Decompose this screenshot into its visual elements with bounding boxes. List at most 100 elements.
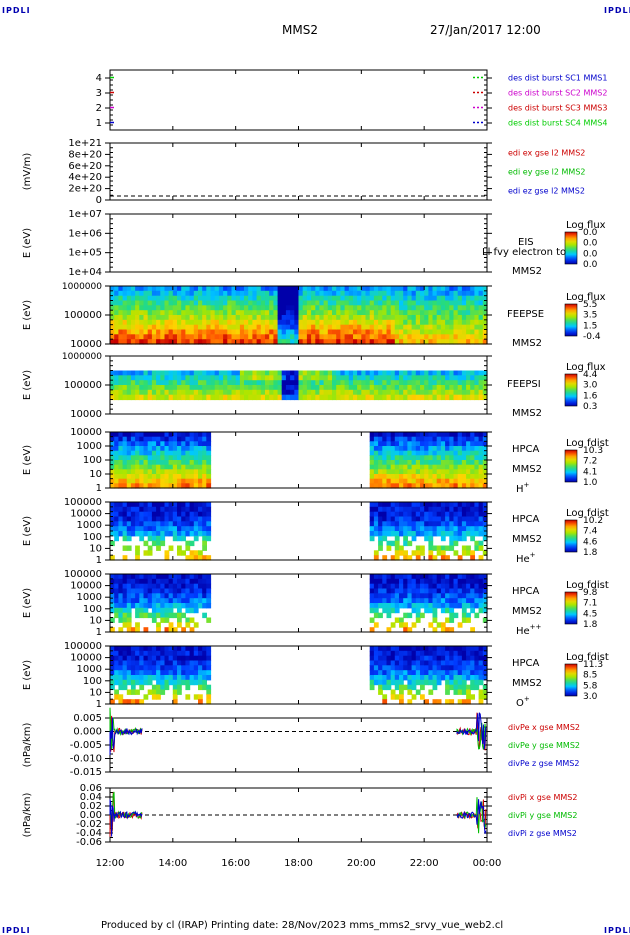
spectrogram-cell	[386, 531, 392, 537]
spectrogram-cell	[348, 319, 354, 326]
spectrogram-cell	[378, 670, 383, 676]
panel-eis	[105, 213, 578, 273]
spectrogram-cell	[202, 578, 207, 585]
spectrogram-cell	[407, 679, 413, 686]
spectrogram-cell	[369, 617, 375, 623]
y-axis-label-hpca_o: E (eV)	[22, 660, 33, 690]
spectrogram-cell	[198, 290, 203, 297]
spectrogram-cell	[428, 450, 434, 456]
spectrogram-cell	[122, 305, 128, 311]
spectrogram-cell	[478, 603, 484, 609]
spectrogram-cell	[311, 329, 316, 335]
spectrogram-cell	[135, 531, 140, 537]
spectrogram-cell	[440, 502, 446, 508]
spectrogram-cell	[281, 324, 287, 331]
spectrogram-cell	[147, 329, 153, 335]
spectrogram-cell	[440, 627, 446, 633]
spectrogram-cell	[394, 389, 400, 396]
spectrogram-cell	[411, 464, 417, 470]
colorbar-tick-hpca_he2: 4.5	[583, 609, 597, 619]
panel-feepse	[105, 285, 578, 345]
spectrogram-cell	[147, 593, 153, 599]
spectrogram-cell	[415, 394, 421, 401]
spectrogram-cell	[365, 334, 371, 340]
spectrogram-cell	[206, 699, 212, 705]
spectrogram-cell	[382, 394, 388, 401]
spectrogram-cell	[189, 670, 195, 676]
spectrogram-cell	[256, 319, 262, 326]
spectrogram-cell	[235, 310, 241, 316]
spectrogram-cell	[428, 370, 434, 376]
spectrogram-cell	[466, 474, 471, 480]
spectrogram-cell	[244, 389, 249, 396]
series-trace	[456, 712, 487, 750]
spectrogram-cell	[336, 370, 341, 376]
spectrogram-cell	[143, 334, 149, 340]
spectrogram-cell	[218, 290, 224, 297]
spectrogram-cell	[110, 506, 115, 513]
spectrogram-cell	[436, 679, 442, 686]
spectrogram-cell	[453, 526, 459, 532]
spectrogram-cell	[164, 464, 170, 470]
spectrogram-cell	[449, 295, 455, 302]
spectrogram-cell	[156, 483, 161, 489]
spectrogram-cell	[202, 535, 207, 542]
spectrogram-cell	[378, 286, 383, 292]
spectrogram-cell	[478, 583, 484, 590]
spectrogram-cell	[436, 389, 442, 396]
spectrogram-cell	[185, 385, 191, 391]
spectrogram-cell	[386, 627, 392, 633]
spectrogram-cell	[420, 603, 425, 609]
spectrogram-cell	[386, 286, 392, 292]
spectrogram-cell	[151, 689, 157, 695]
spectrogram-cell	[453, 655, 459, 662]
spectrogram-cell	[336, 295, 341, 302]
spectrogram-cell	[436, 455, 442, 461]
spectrogram-cell	[139, 436, 145, 442]
spectrogram-cell	[365, 315, 371, 321]
spectrogram-cell	[390, 555, 396, 561]
spectrogram-cell	[139, 394, 145, 401]
spectrogram-cell	[198, 464, 203, 470]
spectrogram-cell	[135, 578, 140, 585]
spectrogram-cell	[118, 464, 124, 470]
spectrogram-cell	[428, 531, 434, 537]
spectrogram-cell	[415, 455, 421, 461]
spectrogram-cell	[482, 526, 488, 532]
spectrogram-cell	[415, 385, 421, 391]
spectrogram-cell	[168, 315, 174, 321]
spectrogram-cell	[319, 286, 325, 292]
spectrogram-cell	[118, 334, 124, 340]
spectrogram-cell	[160, 455, 166, 461]
spectrogram-cell	[348, 385, 354, 391]
spectrogram-cell	[135, 545, 140, 551]
spectrogram-cell	[449, 324, 455, 331]
spectrogram-cell	[193, 319, 199, 326]
spectrogram-cell	[160, 380, 166, 386]
spectrogram-cell	[248, 324, 253, 331]
spectrogram-cell	[311, 290, 316, 297]
spectrogram-cell	[399, 380, 404, 386]
spectrogram-cell	[440, 622, 446, 628]
spectrogram-cell	[130, 593, 136, 599]
spectrogram-cell	[202, 432, 207, 438]
spectrogram-cell	[135, 593, 140, 599]
spectrogram-cell	[411, 286, 417, 292]
spectrogram-cell	[428, 455, 434, 461]
spectrogram-cell	[445, 578, 450, 585]
spectrogram-cell	[482, 315, 488, 321]
colorbar-title-feepsi: Log flux	[566, 362, 606, 373]
spectrogram-cell	[130, 478, 136, 484]
spectrogram-cell	[382, 531, 388, 537]
spectrogram-cell	[122, 646, 128, 652]
spectrogram-cell	[126, 574, 132, 580]
spectrogram-cell	[122, 526, 128, 532]
spectrogram-cell	[294, 385, 300, 391]
spectrogram-cell	[449, 612, 455, 619]
spectrogram-cell	[466, 684, 471, 691]
series-label-edi: edi ex gse l2 MMS2	[508, 149, 585, 158]
spectrogram-cell	[110, 446, 115, 452]
spectrogram-cell	[151, 607, 157, 614]
spectrogram-cell	[390, 375, 396, 381]
spectrogram-cell	[311, 315, 316, 321]
